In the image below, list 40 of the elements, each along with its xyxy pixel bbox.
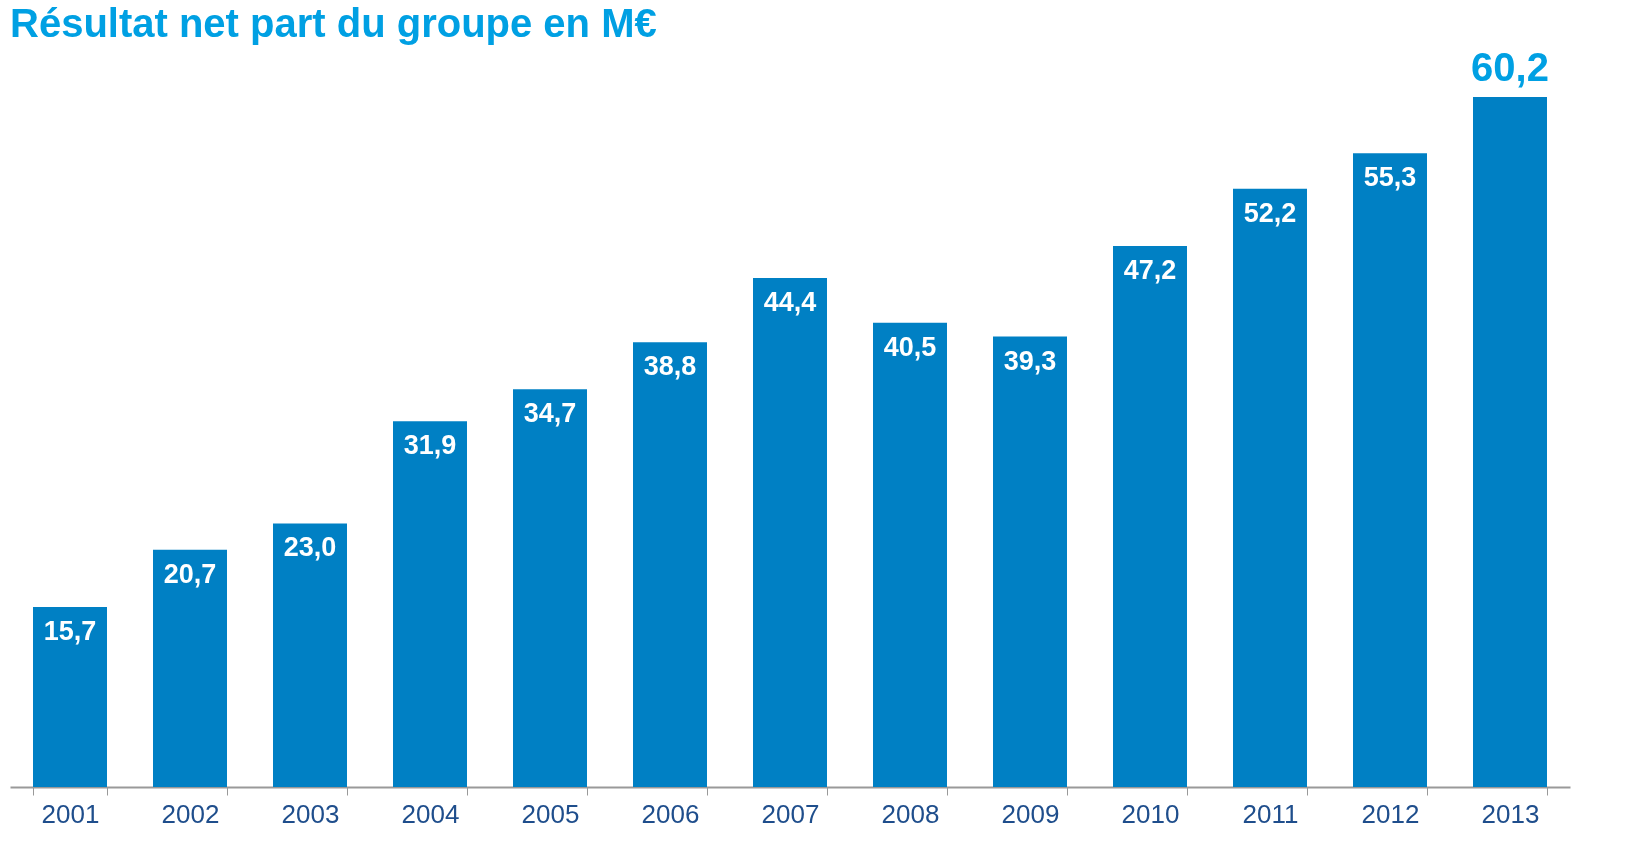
x-tick-label: 2013 bbox=[1481, 798, 1540, 829]
bar bbox=[993, 336, 1067, 787]
x-tick-label: 2007 bbox=[761, 798, 820, 829]
x-tick-label: 2002 bbox=[161, 798, 220, 829]
x-tick-label: 2009 bbox=[1001, 798, 1060, 829]
x-tick-label: 2011 bbox=[1242, 798, 1299, 829]
data-label: 52,2 bbox=[1243, 197, 1297, 228]
bar bbox=[1233, 188, 1307, 787]
data-label: 15,7 bbox=[43, 616, 97, 647]
data-label: 31,9 bbox=[403, 430, 457, 461]
data-label: 23,0 bbox=[283, 532, 337, 563]
x-tick-label: 2005 bbox=[521, 798, 580, 829]
data-label: 47,2 bbox=[1123, 255, 1177, 285]
x-tick-label: 2010 bbox=[1121, 798, 1180, 829]
x-tick-label: 2001 bbox=[41, 798, 100, 829]
data-label: 55,3 bbox=[1363, 162, 1417, 193]
x-tick-label: 2004 bbox=[401, 798, 460, 829]
bar bbox=[273, 523, 347, 787]
x-tick-label: 2006 bbox=[641, 798, 700, 829]
bar bbox=[1113, 246, 1187, 787]
data-label: 20,7 bbox=[163, 558, 217, 589]
data-label: 40,5 bbox=[883, 331, 937, 362]
x-tick-label: 2008 bbox=[881, 798, 940, 829]
x-tick-label: 2012 bbox=[1361, 798, 1420, 829]
bar bbox=[393, 421, 467, 787]
data-label: 39,3 bbox=[1003, 345, 1057, 376]
data-label: 44,4 bbox=[763, 287, 817, 318]
data-label: 38,8 bbox=[643, 351, 697, 382]
bar bbox=[33, 607, 107, 787]
bar bbox=[1473, 97, 1547, 787]
bar bbox=[1353, 153, 1427, 787]
bar bbox=[513, 389, 587, 787]
bar bbox=[873, 322, 947, 787]
bar bbox=[153, 549, 227, 787]
x-tick-label: 2003 bbox=[281, 798, 340, 829]
data-label: 34,7 bbox=[523, 398, 577, 429]
chart-title: Résultat net part du groupe en M€ bbox=[10, 1, 657, 45]
bar bbox=[753, 278, 827, 787]
bar bbox=[633, 342, 707, 787]
data-label: 60,2 bbox=[1471, 45, 1549, 89]
